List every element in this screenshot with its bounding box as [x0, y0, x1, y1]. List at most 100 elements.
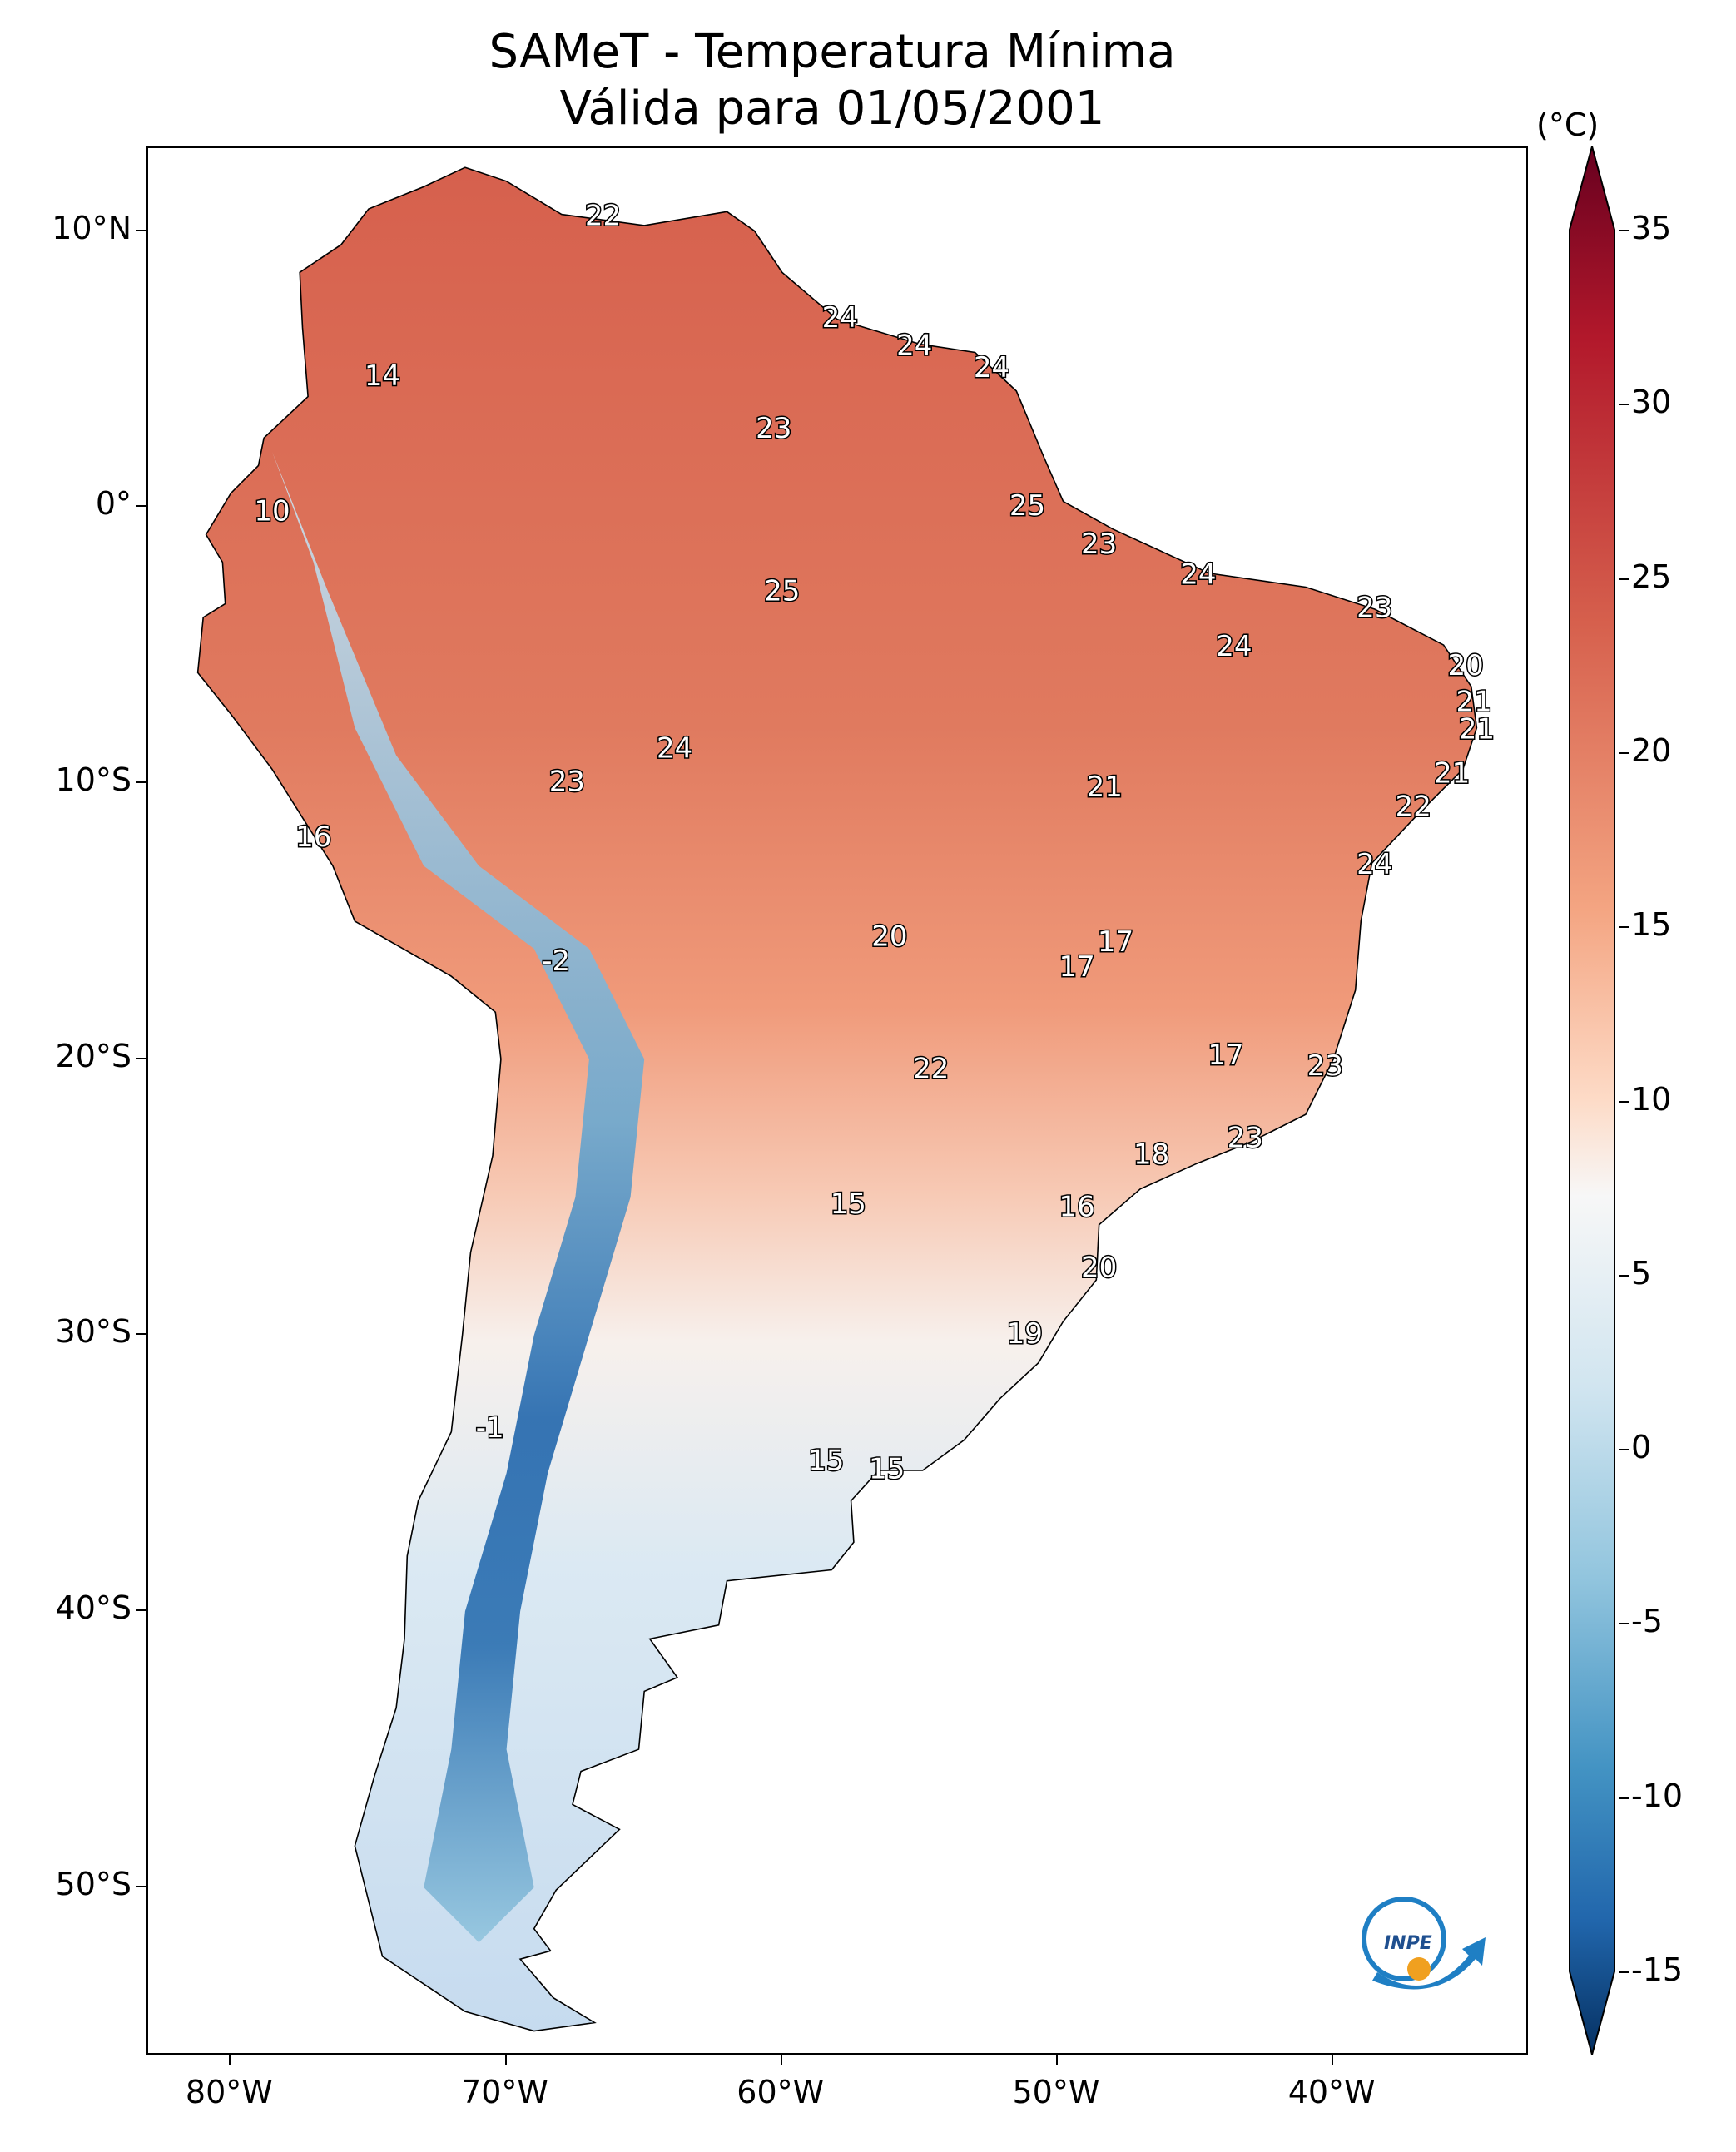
colorbar-label: 30: [1631, 384, 1672, 421]
station-value: 20: [1081, 1251, 1117, 1284]
station-value: 14: [365, 359, 400, 393]
station-value: -2: [542, 945, 570, 978]
longitude-tick: [1055, 2055, 1058, 2065]
colorbar-label: -10: [1631, 1777, 1684, 1814]
latitude-tick: [136, 229, 146, 231]
station-value: 24: [974, 351, 1009, 384]
longitude-label: 70°W: [461, 2074, 549, 2110]
station-value: 24: [657, 732, 692, 766]
colorbar-label: 25: [1631, 558, 1672, 595]
inpe-logo-text: INPE: [1384, 1933, 1432, 1954]
colorbar-tick: [1619, 578, 1629, 580]
station-value: 23: [756, 412, 791, 445]
station-value: 23: [549, 766, 585, 799]
colorbar-tick: [1619, 1449, 1629, 1451]
latitude-label: 10°N: [52, 209, 131, 246]
station-value: 22: [585, 199, 621, 232]
colorbar-label: 15: [1631, 906, 1672, 944]
colorbar-label: 20: [1631, 731, 1672, 769]
latitude-tick: [136, 1885, 146, 1887]
coastline: [196, 166, 1478, 2032]
longitude-tick: [780, 2055, 782, 2065]
colorbar: [1569, 146, 1615, 2055]
station-value: 18: [1133, 1138, 1169, 1171]
continent-fill: [197, 167, 1477, 2031]
latitude-tick: [136, 781, 146, 783]
station-value: 15: [869, 1453, 905, 1486]
station-value: 17: [1208, 1039, 1243, 1072]
station-value: 22: [1396, 790, 1431, 823]
colorbar-tick: [1619, 1274, 1629, 1277]
station-value: 24: [1216, 630, 1252, 663]
station-value: 25: [764, 575, 800, 608]
colorbar-tick: [1619, 751, 1629, 754]
longitude-label: 50°W: [1012, 2074, 1100, 2110]
map-subtitle: Válida para 01/05/2001: [559, 82, 1105, 136]
longitude-tick: [229, 2055, 231, 2065]
station-value: 19: [1007, 1317, 1043, 1351]
station-value: 20: [871, 920, 907, 953]
colorbar-label: -5: [1631, 1603, 1663, 1640]
colorbar-tick: [1619, 404, 1629, 406]
station-value: 17: [1098, 925, 1133, 959]
colorbar-tick: [1619, 1797, 1629, 1799]
latitude-label: 50°S: [55, 1865, 131, 1902]
latitude-label: 0°: [95, 485, 131, 523]
colorbar-tick: [1619, 1623, 1629, 1625]
latitude-tick: [136, 1609, 146, 1612]
colorbar-unit: (°C): [1536, 107, 1600, 143]
station-value: 15: [808, 1445, 844, 1478]
longitude-tick: [1332, 2055, 1334, 2065]
station-value: 15: [831, 1188, 866, 1221]
colorbar-tick: [1619, 230, 1629, 231]
colorbar-gradient: [1569, 146, 1615, 2055]
station-value: 16: [1059, 1190, 1094, 1223]
border-layer: [196, 166, 1478, 2032]
station-value: 24: [896, 329, 932, 362]
station-value: 21: [1456, 685, 1491, 718]
colorbar-label: 5: [1631, 1254, 1652, 1292]
station-value: 23: [1307, 1049, 1343, 1083]
latitude-tick: [136, 1057, 146, 1059]
longitude-label: 80°W: [185, 2074, 273, 2110]
station-value: 23: [1357, 592, 1392, 625]
latitude-label: 40°S: [55, 1589, 131, 1627]
station-value: 23: [1228, 1121, 1263, 1154]
latitude-label: 10°S: [55, 761, 131, 798]
station-value: 10: [254, 494, 290, 528]
longitude-tick: [504, 2055, 507, 2065]
colorbar-label: 35: [1631, 210, 1672, 246]
inpe-logo: INPE: [1362, 1897, 1486, 1990]
longitude-label: 40°W: [1287, 2074, 1376, 2110]
colorbar-label: 0: [1631, 1429, 1652, 1466]
map-title: SAMeT - Temperatura Mínima: [489, 25, 1176, 79]
colorbar-tick: [1619, 926, 1629, 929]
station-value: 22: [913, 1053, 949, 1086]
colorbar-tick: [1619, 1100, 1629, 1103]
station-value: 20: [1447, 649, 1483, 682]
colorbar-label: 10: [1631, 1080, 1672, 1118]
station-value: 24: [1357, 848, 1392, 881]
station-value: 17: [1059, 950, 1094, 984]
station-value: 25: [1009, 489, 1045, 523]
station-value: 24: [822, 301, 858, 335]
station-value: -1: [476, 1411, 504, 1445]
latitude-tick: [136, 505, 146, 508]
station-value: 21: [1434, 757, 1470, 791]
latitude-label: 20°S: [55, 1037, 131, 1074]
station-value: 24: [1180, 558, 1216, 592]
latitude-label: 30°S: [55, 1313, 131, 1351]
longitude-label: 60°W: [737, 2074, 825, 2110]
colorbar-label: -15: [1631, 1951, 1684, 1988]
land-layer: [197, 167, 1477, 2031]
station-value: 21: [1087, 771, 1123, 804]
station-value: 16: [295, 821, 331, 854]
latitude-tick: [136, 1333, 146, 1336]
colorbar-tick: [1619, 1971, 1629, 1973]
station-value: 23: [1081, 528, 1117, 561]
map-area[interactable]: 22 14 24 24 24 23 10 25 23 25 24 23 24 20 21 21 24 23 21 21…: [146, 146, 1528, 2055]
station-value: 21: [1459, 713, 1495, 746]
